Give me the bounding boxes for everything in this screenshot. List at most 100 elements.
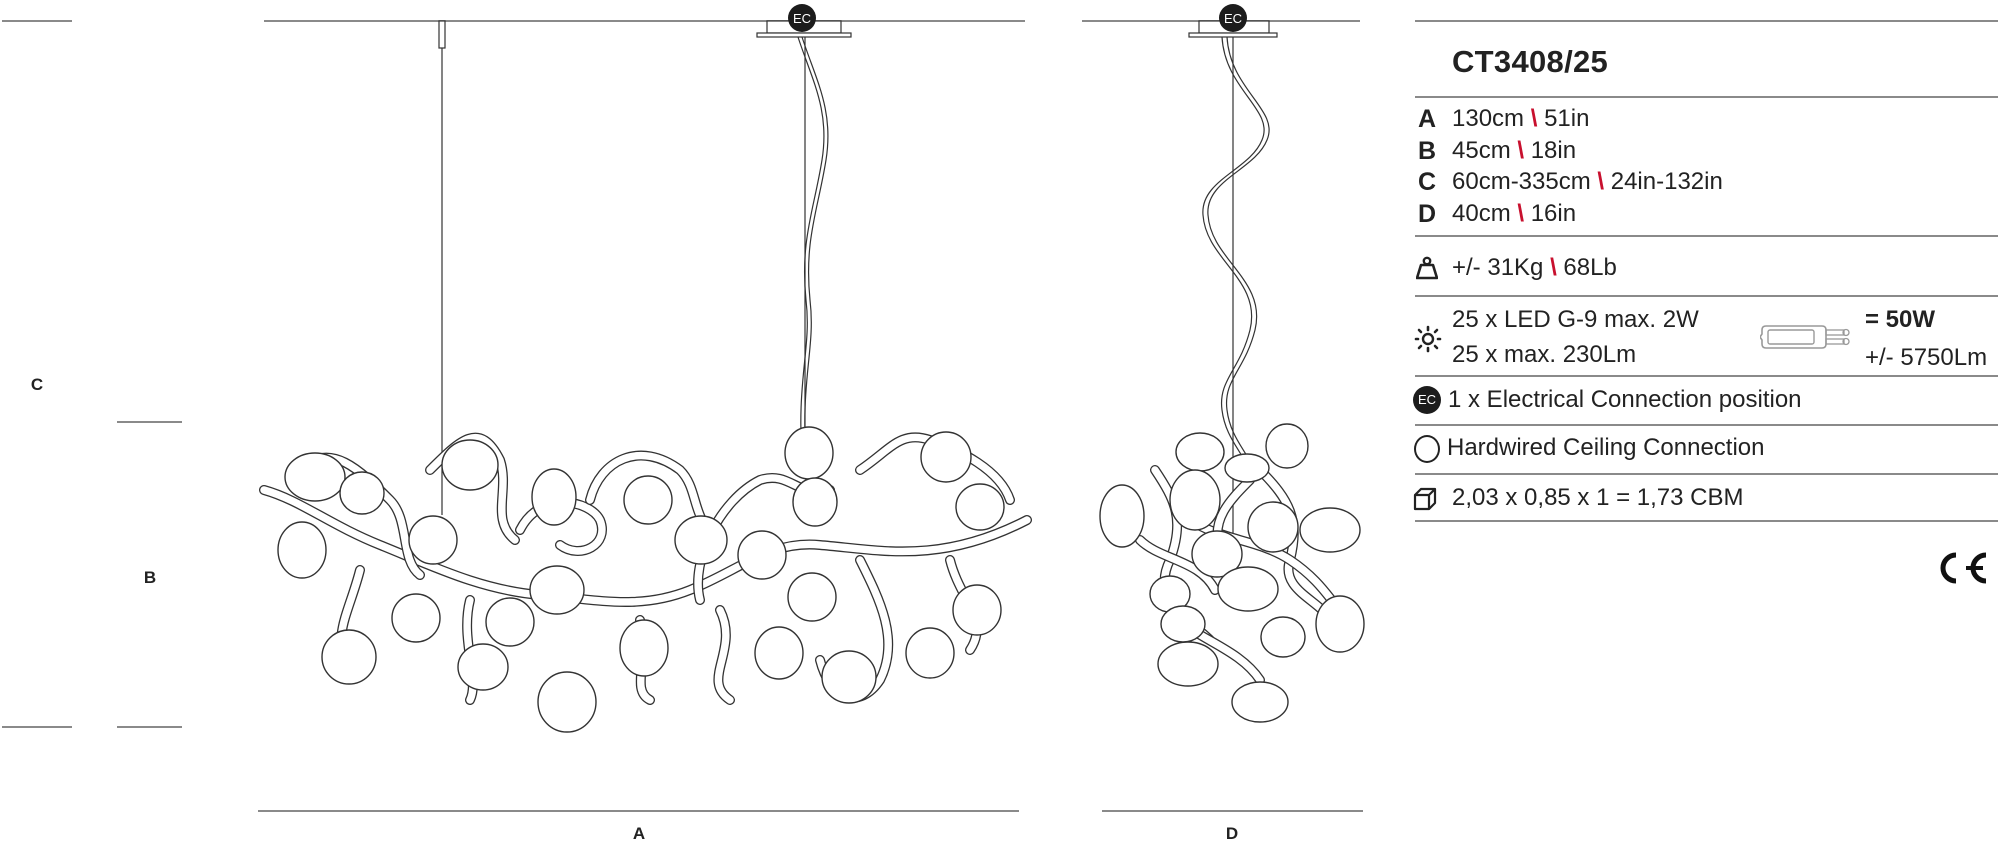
glass-bulb xyxy=(321,629,377,685)
ec-marker-front: EC xyxy=(788,4,816,32)
glass-bulb xyxy=(821,650,877,704)
glass-bulb xyxy=(1217,566,1279,612)
product-code: CT3408/25 xyxy=(1452,44,1609,79)
dimension-value: 130cm \ 51in xyxy=(1452,104,1589,134)
divider xyxy=(1415,235,1998,237)
metric-value: +/- 31Kg xyxy=(1452,254,1544,281)
glass-bulb xyxy=(537,671,597,733)
divider xyxy=(1415,473,1998,475)
glass-bulb xyxy=(391,593,441,643)
unit-separator: \ xyxy=(1550,254,1557,281)
total-lumen: +/- 5750Lm xyxy=(1865,344,1988,371)
canopy-plate-side xyxy=(1188,32,1278,38)
electrical-connection-text: 1 x Electrical Connection position xyxy=(1448,386,1802,413)
suspension-rod xyxy=(438,20,446,49)
led-spec: 25 x LED G-9 max. 2W xyxy=(1452,306,1699,333)
branch-fill xyxy=(1136,536,1219,594)
total-power: = 50W xyxy=(1865,306,1936,333)
ec-marker-text: EC xyxy=(793,11,811,26)
ce-mark-logo xyxy=(1940,552,1987,584)
power-cable-side-2 xyxy=(1207,36,1270,463)
branch-fill xyxy=(260,486,1031,606)
unit-separator: \ xyxy=(1597,168,1605,195)
side-view-hardware xyxy=(1188,20,1278,540)
glass-bulb xyxy=(441,439,499,491)
glass-bulb xyxy=(1099,484,1145,548)
power-cable xyxy=(797,36,825,471)
glass-bulb xyxy=(408,515,458,565)
circle-icon xyxy=(1414,435,1440,463)
dimension-label-c: C xyxy=(30,375,44,394)
imperial-value: 16in xyxy=(1530,200,1577,227)
glass-bulb xyxy=(1224,453,1270,483)
dimension-label-d: D xyxy=(1225,824,1239,843)
metric-value: 45cm xyxy=(1452,137,1511,164)
imperial-value: 18in xyxy=(1530,137,1577,164)
imperial-value: 68Lb xyxy=(1563,254,1617,281)
glass-bulb xyxy=(1157,641,1219,687)
dimension-value: 40cm \ 16in xyxy=(1452,199,1576,229)
ec-icon: EC xyxy=(1413,386,1441,414)
glass-bulb xyxy=(784,426,834,480)
glass-bulb xyxy=(284,452,346,502)
imperial-value: 24in-132in xyxy=(1610,168,1723,195)
metric-value: 40cm xyxy=(1452,200,1511,227)
glass-bulb xyxy=(1315,595,1365,653)
glass-bulb xyxy=(952,584,1002,636)
packaging-volume: 2,03 x 0,85 x 1 = 1,73 CBM xyxy=(1452,484,1744,511)
unit-separator: \ xyxy=(1530,105,1538,132)
unit-separator: \ xyxy=(1517,137,1525,164)
glass-bulb xyxy=(1265,423,1309,469)
glass-bulb xyxy=(905,627,955,679)
metric-value: 130cm xyxy=(1452,105,1525,132)
glass-bulb xyxy=(529,565,585,615)
glass-bulb xyxy=(277,521,327,579)
glass-bulb xyxy=(1160,605,1206,643)
dimension-value: 45cm \ 18in xyxy=(1452,136,1576,166)
glass-bulb xyxy=(1169,469,1221,531)
glass-bulb xyxy=(1175,432,1225,472)
divider xyxy=(1415,424,1998,426)
glass-bulb xyxy=(1260,616,1306,658)
dimension-letter: C xyxy=(1418,168,1437,196)
glass-bulb xyxy=(619,619,669,677)
glass-bulb xyxy=(754,626,804,680)
g9-bulb-icon xyxy=(1760,325,1850,349)
divider xyxy=(1415,520,1998,522)
glass-bulb xyxy=(485,597,535,647)
glass-bulb xyxy=(737,530,787,580)
glass-bulb xyxy=(457,643,509,691)
glass-bulb xyxy=(531,468,577,526)
chandelier-bulbs xyxy=(277,423,1365,733)
glass-bulb xyxy=(792,477,838,527)
lumen-spec: 25 x max. 230Lm xyxy=(1452,341,1637,368)
branch-fill xyxy=(714,606,734,704)
unit-separator: \ xyxy=(1517,200,1525,227)
box-icon xyxy=(1413,487,1437,511)
dimension-letter: B xyxy=(1418,137,1437,165)
power-cable-side xyxy=(1202,36,1265,463)
power-cable-2 xyxy=(801,36,829,471)
canopy-plate xyxy=(756,32,852,38)
glass-bulb xyxy=(1299,507,1361,553)
ec-marker-text: EC xyxy=(1224,11,1242,26)
glass-bulb xyxy=(339,471,385,515)
divider xyxy=(1415,295,1998,297)
dimension-label-a: A xyxy=(632,824,646,843)
glass-bulb xyxy=(1191,530,1243,578)
ceiling-connection-text: Hardwired Ceiling Connection xyxy=(1447,434,1765,461)
dimension-lines xyxy=(2,20,1363,812)
dimension-letter: A xyxy=(1418,105,1437,133)
divider xyxy=(1415,96,1998,98)
glass-bulb xyxy=(787,572,837,622)
weight-value: +/- 31Kg \ 68Lb xyxy=(1452,253,1617,283)
sun-icon xyxy=(1414,325,1442,353)
weight-icon xyxy=(1416,256,1438,280)
glass-bulb xyxy=(920,431,972,483)
dimension-label-b: B xyxy=(143,568,157,587)
divider xyxy=(1415,375,1998,377)
glass-bulb xyxy=(955,483,1005,531)
imperial-value: 51in xyxy=(1544,105,1590,132)
glass-bulb xyxy=(1231,681,1289,723)
